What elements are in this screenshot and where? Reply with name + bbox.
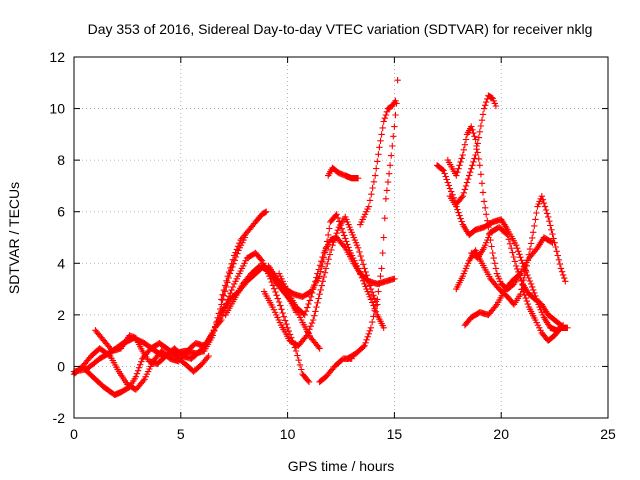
x-tick-label: 15 [387,426,403,442]
series-sat-03 [70,262,300,393]
data-markers [70,77,571,398]
y-tick-label: 8 [57,152,65,168]
series-sat-12 [344,77,401,362]
x-tick-label: 5 [177,426,185,442]
plot-frame [73,56,609,419]
y-tick-label: 4 [57,255,65,271]
plus-marker-trace [468,224,565,329]
grid-lines [74,57,608,418]
plus-marker-trace [357,97,399,228]
series-sat-09 [260,213,381,349]
x-axis-label: GPS time / hours [288,458,395,474]
series-sat-04 [81,340,212,398]
plus-marker-trace [461,234,556,329]
series-sat-19 [461,234,556,329]
series-sat-18 [468,224,565,329]
series-sat-05 [218,208,270,303]
plus-marker-trace [81,340,212,398]
chart-title: Day 353 of 2016, Sidereal Day-to-day VTE… [88,21,593,37]
series-sat-13 [357,97,399,228]
y-tick-label: 12 [49,49,65,65]
plus-marker-trace [218,208,270,303]
x-tick-label: 25 [600,426,616,442]
plus-marker-trace [325,164,362,182]
plus-marker-trace [519,285,571,344]
y-tick-label: 6 [57,204,65,220]
y-tick-label: 10 [49,101,65,117]
plus-marker-trace [70,262,300,393]
y-tick-label: -2 [53,410,66,426]
x-tick-label: 10 [280,426,296,442]
series-sat-11 [325,164,362,182]
y-tick-label: 2 [57,307,65,323]
x-tick-label: 0 [70,426,78,442]
plus-marker-trace [344,77,401,362]
series-sat-20 [519,285,571,344]
x-tick-label: 20 [493,426,509,442]
y-tick-label: 0 [57,358,65,374]
plus-marker-trace [260,213,381,349]
y-axis-label: SDTVAR / TECUs [6,182,22,294]
